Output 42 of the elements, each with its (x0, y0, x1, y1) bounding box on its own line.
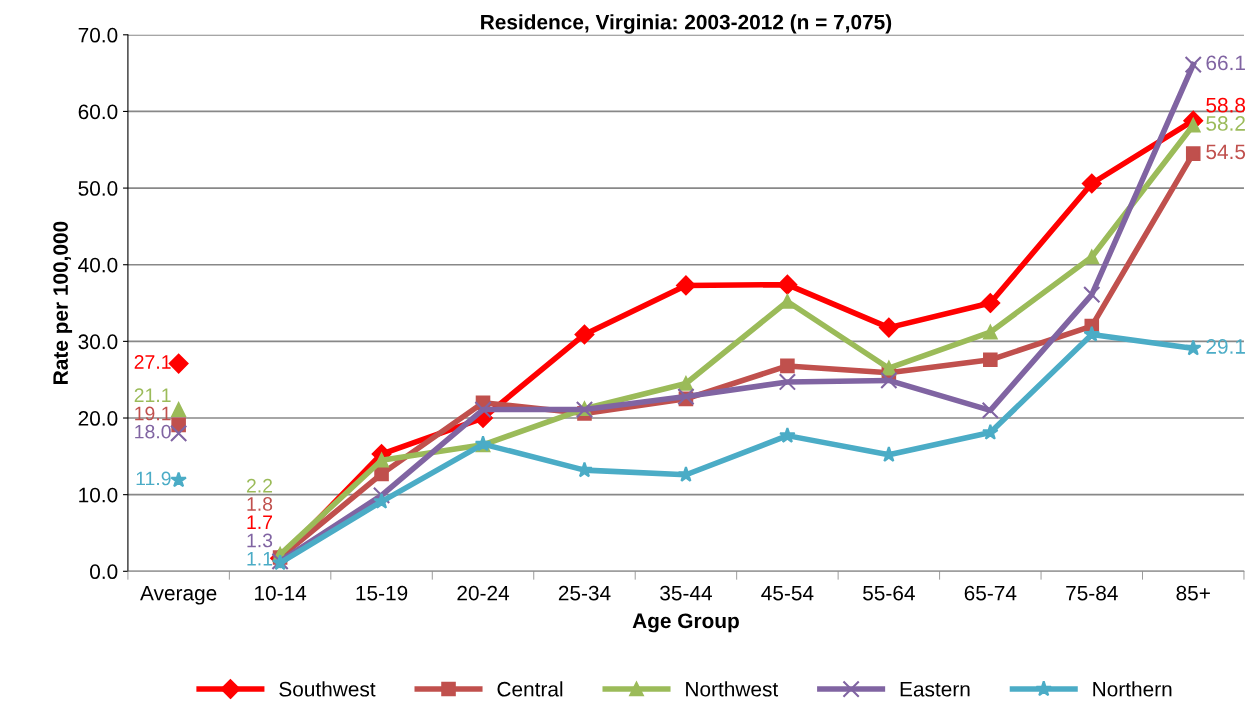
x-tick-label: 20-24 (457, 585, 510, 601)
data-label: 66.1 (1206, 55, 1245, 71)
y-tick-label: 60.0 (78, 104, 118, 120)
x-tick-label: 25-34 (558, 585, 611, 601)
x-axis-title: Age Group (632, 613, 739, 633)
data-label: 27.1 (134, 355, 171, 369)
y-tick-label: 20.0 (78, 411, 118, 426)
legend-label: Southwest (279, 681, 376, 697)
x-tick-label: 35-44 (660, 585, 712, 601)
x-tick-label: Average (140, 585, 217, 605)
data-label: 29.1 (1206, 339, 1245, 354)
x-tick-label: 55-64 (863, 585, 915, 601)
data-label: 1.1 (247, 552, 273, 566)
y-tick-label: 0.0 (90, 564, 118, 580)
y-tick-label: 10.0 (79, 487, 118, 503)
legend-label: Central (497, 681, 563, 697)
data-label: 18.0 (135, 424, 171, 439)
data-label: 2.2 (246, 478, 273, 493)
data-label: 1.3 (247, 533, 273, 548)
y-tick-label: 50.0 (78, 181, 118, 196)
data-label: 54.5 (1206, 144, 1246, 160)
x-tick-label: 15-19 (356, 585, 408, 601)
data-label: 58.2 (1206, 116, 1245, 131)
y-axis-title: Rate per 100,000 (53, 221, 73, 384)
x-tick-label: 65-74 (964, 585, 1017, 601)
data-label: 21.1 (134, 388, 171, 402)
x-tick-label: 85+ (1176, 585, 1210, 601)
data-label: 19.1 (135, 406, 171, 421)
y-tick-label: 30.0 (78, 334, 118, 350)
y-tick-label: 40.0 (78, 257, 118, 273)
data-label: 58.8 (1206, 97, 1246, 113)
x-tick-label: 75-84 (1066, 585, 1118, 601)
legend-label: Northwest (686, 681, 779, 697)
data-label: 1.8 (247, 497, 273, 511)
data-label: 1.7 (247, 515, 273, 529)
x-tick-label: 45-54 (761, 585, 814, 601)
x-tick-label: 10-14 (255, 585, 307, 601)
legend-label: Northern (1093, 681, 1172, 697)
y-tick-label: 70.0 (78, 27, 118, 43)
chart-title: Residence, Virginia: 2003-2012 (n = 7,075) (481, 14, 892, 34)
legend-label: Eastern (900, 682, 970, 697)
data-label: 11.9 (136, 471, 171, 486)
